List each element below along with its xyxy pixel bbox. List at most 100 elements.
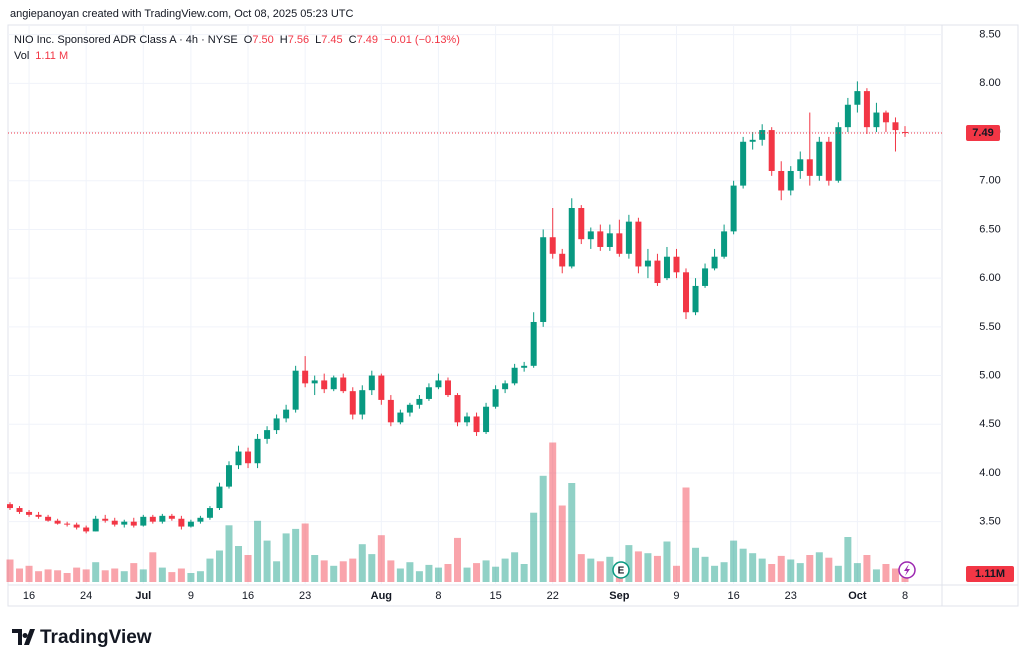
candle-body <box>454 395 461 423</box>
legend-key: O <box>244 34 253 46</box>
volume-bar <box>720 562 728 582</box>
volume-bar <box>682 487 690 582</box>
candle-body <box>245 451 252 464</box>
volume-bar <box>549 442 557 582</box>
volume-bar <box>6 559 14 582</box>
y-tick-label: 5.50 <box>979 321 1000 333</box>
candle-body <box>216 486 223 509</box>
candle-body <box>711 256 718 269</box>
x-tick-label: 23 <box>299 590 311 602</box>
candle-body <box>387 399 394 423</box>
volume-bar <box>282 533 290 582</box>
volume-bar <box>853 563 861 582</box>
volume-bar <box>406 562 414 582</box>
volume-bar <box>473 563 481 582</box>
volume-bar <box>815 552 823 582</box>
candle-body <box>854 91 861 105</box>
volume-bar <box>882 564 890 582</box>
volume-bar <box>387 560 395 582</box>
x-tick-label: 8 <box>435 590 441 602</box>
candle-body <box>225 465 232 487</box>
candle-body <box>721 231 728 257</box>
volume-legend-value: 1.11 M <box>35 50 68 62</box>
y-tick-label: 8.00 <box>979 77 1000 89</box>
y-tick-label: 8.50 <box>979 29 1000 41</box>
candle-body <box>397 412 404 423</box>
candle-body <box>568 208 575 267</box>
y-tick-label: 4.00 <box>979 467 1000 479</box>
volume-bar <box>577 554 585 582</box>
candle-body <box>464 416 471 423</box>
candle-body <box>578 208 585 240</box>
volume-bar <box>758 558 766 582</box>
volume-bar <box>177 568 185 582</box>
volume-bar <box>520 564 528 582</box>
candle-body <box>197 517 204 522</box>
volume-bar <box>368 554 376 582</box>
candle-body <box>635 221 642 267</box>
volume-bar <box>606 556 614 582</box>
volume-title: Vol <box>14 50 29 62</box>
x-tick-label: Aug <box>371 590 392 602</box>
volume-bar <box>16 568 24 582</box>
volume-bar <box>139 569 147 582</box>
candle-body <box>797 159 804 171</box>
y-tick-label: 3.50 <box>979 516 1000 528</box>
candle-body <box>835 127 842 181</box>
volume-bar <box>377 535 385 582</box>
frame <box>7 24 1019 607</box>
legend-key: C <box>349 34 357 46</box>
volume-bar <box>501 558 509 582</box>
x-tick-label: 22 <box>547 590 559 602</box>
volume-bar <box>35 571 43 582</box>
volume-bar <box>454 537 461 582</box>
candle-body <box>235 451 242 466</box>
volume-bar <box>187 573 195 582</box>
candle-body <box>64 523 71 525</box>
volume-bar <box>834 565 842 582</box>
volume-bar <box>339 561 347 582</box>
candle-body <box>140 516 147 526</box>
volume-bar <box>158 567 166 582</box>
earnings-circle <box>612 561 630 579</box>
legend: NIO Inc. Sponsored ADR Class A · 4h · NY… <box>14 34 460 46</box>
candle-body <box>416 398 423 405</box>
candle-body <box>121 521 128 525</box>
volume-bar <box>168 572 176 582</box>
x-tick-label: 23 <box>785 590 797 602</box>
candle-body <box>102 518 109 521</box>
candle-body <box>368 375 375 391</box>
candle-body <box>330 377 337 390</box>
candle-body <box>892 122 899 131</box>
volume-bar <box>149 552 157 582</box>
header: angiepanoyan created with TradingView.co… <box>10 8 354 20</box>
legend-value: 7.45 <box>321 34 342 46</box>
volume-bar <box>44 569 52 582</box>
candle-body <box>606 233 613 247</box>
volume-bar <box>434 567 442 582</box>
volume-bar <box>292 528 300 582</box>
candle-body <box>806 159 813 176</box>
candle-body <box>530 321 537 366</box>
candle-body <box>54 520 61 524</box>
candle-body <box>349 391 356 415</box>
y-tick-label: 7.00 <box>979 175 1000 187</box>
volume-bar <box>92 562 100 582</box>
candle-body <box>16 508 23 512</box>
candle-body <box>702 268 709 286</box>
candle-body <box>540 237 547 322</box>
candle-body <box>787 170 794 191</box>
candle-body <box>559 253 566 267</box>
x-tick-label: Oct <box>848 590 867 602</box>
candle-body <box>168 515 175 519</box>
volume-bar <box>558 505 566 582</box>
candle-body <box>492 389 499 407</box>
volume-bar <box>653 555 661 582</box>
volume-bar <box>425 564 433 582</box>
candle-body <box>130 521 137 526</box>
volume-bar <box>872 569 880 582</box>
candle-body <box>45 516 52 521</box>
candle-body <box>254 438 261 464</box>
legend-key: L <box>315 34 321 46</box>
